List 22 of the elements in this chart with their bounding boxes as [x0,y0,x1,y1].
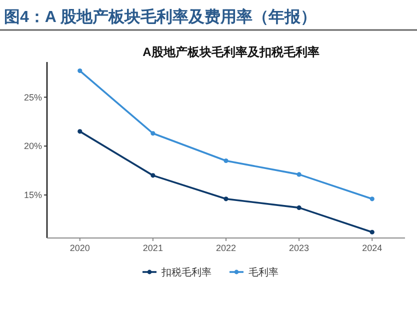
chart-title: 图4：A 股地产板块毛利率及费用率（年报） [4,7,316,26]
x-tick-label: 2021 [142,243,163,253]
x-tick-label: 2020 [70,243,90,253]
point [78,68,82,74]
x-tick-label: 2022 [216,243,236,253]
point [370,196,374,202]
x-tick-label: 2024 [362,243,382,253]
point [296,205,302,210]
point [150,131,156,136]
x-tick-label: 2023 [289,243,310,253]
point [78,129,82,134]
point [150,173,156,178]
y-tick-label: 20% [24,141,42,152]
y-tick-label: 15% [24,190,42,200]
legend-label: 扣税毛利率 [160,266,212,278]
y-tick-label: 25% [24,92,42,102]
point [224,196,228,202]
point [370,230,374,234]
point [224,158,228,164]
legend-label: 毛利率 [248,266,278,278]
point [296,172,302,177]
chart-subtitle: A股地产板块毛利率及扣税毛利率 [142,45,320,59]
